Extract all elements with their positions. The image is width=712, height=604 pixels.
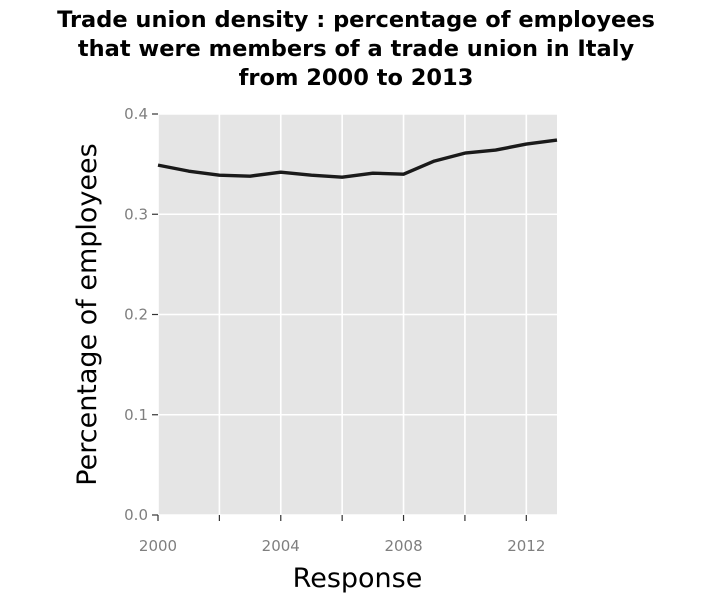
y-tick-label: 0.0 [124, 506, 148, 524]
x-axis-label: Response [293, 563, 423, 594]
x-tick-label: 2004 [262, 537, 300, 555]
x-tick-label: 2000 [139, 537, 177, 555]
series-layer [157, 138, 558, 179]
y-axis-label: Percentage of employees [72, 143, 103, 485]
axes: 0.0 0.1 0.2 0.3 0.4 2000 2004 2008 2012 [124, 105, 545, 555]
y-tick-label: 0.3 [124, 205, 148, 223]
y-tick-label: 0.1 [124, 406, 148, 424]
x-tick-label: 2008 [384, 537, 422, 555]
chart-title-line-1: Trade union density : percentage of empl… [57, 7, 655, 33]
series-line [157, 138, 558, 179]
x-tick-label: 2012 [507, 537, 545, 555]
y-tick-label: 0.2 [124, 306, 148, 324]
y-tick-label: 0.4 [124, 105, 148, 123]
chart-title-line-3: from 2000 to 2013 [238, 65, 474, 91]
chart-title-line-2: that were members of a trade union in It… [77, 36, 635, 62]
chart-title: Trade union density : percentage of empl… [0, 6, 712, 93]
